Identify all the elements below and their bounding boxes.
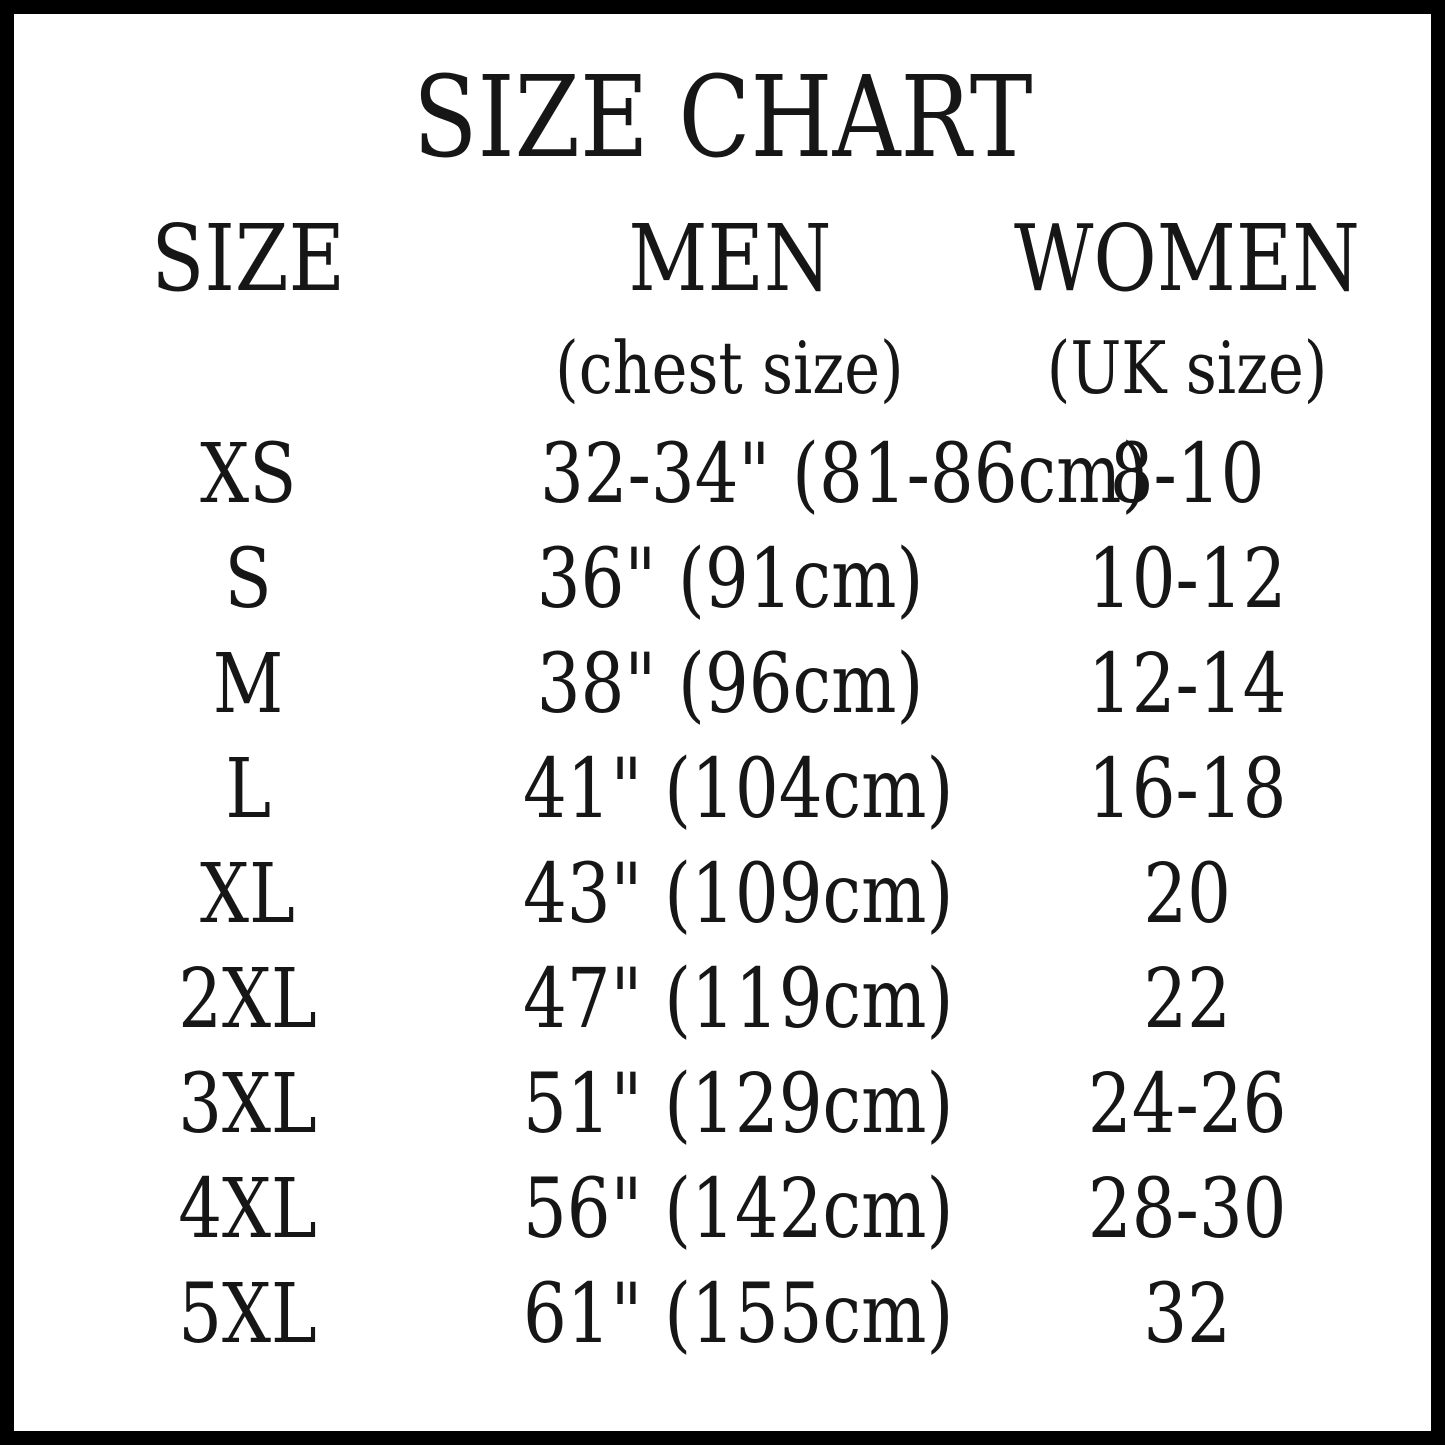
table-cell-text: 4XL — [178, 1162, 318, 1257]
page-title: SIZE CHART — [14, 14, 1431, 174]
table-row: 5XL 61" (155cm) 32 — [14, 1262, 1431, 1367]
table-cell: XL — [14, 842, 482, 947]
table-cell-text: XS — [199, 427, 296, 522]
table-cell-text: L — [224, 742, 271, 837]
table-row: 2XL 47" (119cm) 22 — [14, 947, 1431, 1052]
table-cell: XS — [14, 422, 482, 527]
table-cell: 32-34" (81-86cm) — [482, 422, 1148, 527]
table-cell: 2XL — [14, 947, 482, 1052]
table-cell: M — [14, 632, 482, 737]
table-cell-text: 2XL — [178, 952, 318, 1047]
table-row: XS 32-34" (81-86cm) 8-10 — [14, 422, 1431, 527]
table-cell: 5XL — [14, 1262, 482, 1367]
table-cell: 8-10 — [978, 422, 1431, 527]
column-header-women: WOMEN — [978, 204, 1431, 314]
table-cell: 24-26 — [978, 1052, 1431, 1157]
column-header-women-text: WOMEN — [1013, 205, 1360, 312]
table-cell-text: 12-14 — [1087, 637, 1287, 732]
table-cell-text: 51" (129cm) — [522, 1057, 953, 1152]
table-cell: 20 — [978, 842, 1431, 947]
table-cell: L — [14, 737, 482, 842]
table-row: 3XL 51" (129cm) 24-26 — [14, 1052, 1431, 1157]
table-cell-text: 24-26 — [1087, 1057, 1287, 1152]
table-row: XL 43" (109cm) 20 — [14, 842, 1431, 947]
column-subheader-men-text: (chest size) — [555, 326, 904, 410]
table-cell: 36" (91cm) — [482, 527, 978, 632]
table-cell: 61" (155cm) — [482, 1262, 978, 1367]
table-cell-text: XL — [200, 847, 296, 942]
table-cell: 4XL — [14, 1157, 482, 1262]
table-cell-text: 3XL — [178, 1057, 318, 1152]
table-cell-text: 61" (155cm) — [522, 1267, 953, 1362]
table-cell: 47" (119cm) — [482, 947, 978, 1052]
table-cell-text: 8-10 — [1109, 427, 1265, 522]
table-cell: S — [14, 527, 482, 632]
table-cell: 22 — [978, 947, 1431, 1052]
column-subheader-women-text: (UK size) — [1046, 326, 1328, 410]
page-title-text: SIZE CHART — [412, 53, 1033, 183]
table-cell-text: 38" (96cm) — [536, 637, 923, 732]
size-table: SIZE MEN WOMEN (chest size) (UK size) XS… — [14, 204, 1431, 1367]
size-table-body: XS 32-34" (81-86cm) 8-10 S 36" (91cm) 10-12 M 3… — [14, 422, 1431, 1367]
table-cell: 41" (104cm) — [482, 737, 978, 842]
table-row: M 38" (96cm) 12-14 — [14, 632, 1431, 737]
table-cell-text: 43" (109cm) — [522, 847, 953, 942]
table-cell: 28-30 — [978, 1157, 1431, 1262]
column-subheader-women: (UK size) — [978, 314, 1431, 422]
table-cell-text: 22 — [1142, 952, 1231, 1047]
table-cell-text: 5XL — [178, 1267, 318, 1362]
table-cell-text: 28-30 — [1087, 1162, 1287, 1257]
table-cell-text: 36" (91cm) — [536, 532, 923, 627]
table-cell: 12-14 — [978, 632, 1431, 737]
table-cell: 56" (142cm) — [482, 1157, 978, 1262]
table-header-row: SIZE MEN WOMEN — [14, 204, 1431, 314]
table-cell-text: M — [212, 637, 284, 732]
column-header-men-text: MEN — [627, 205, 832, 312]
column-subheader-size — [14, 314, 482, 422]
table-cell: 16-18 — [978, 737, 1431, 842]
table-cell-text: 20 — [1142, 847, 1231, 942]
table-cell-text: 41" (104cm) — [522, 742, 953, 837]
column-subheader-men: (chest size) — [482, 314, 978, 422]
table-row: S 36" (91cm) 10-12 — [14, 527, 1431, 632]
table-cell-text: 56" (142cm) — [522, 1162, 953, 1257]
table-cell-text: 32-34" (81-86cm) — [539, 427, 1148, 522]
column-header-size: SIZE — [14, 204, 482, 314]
table-cell: 32 — [978, 1262, 1431, 1367]
table-subheader-row: (chest size) (UK size) — [14, 314, 1431, 422]
table-row: 4XL 56" (142cm) 28-30 — [14, 1157, 1431, 1262]
table-cell-text: S — [224, 532, 272, 627]
table-cell: 3XL — [14, 1052, 482, 1157]
table-cell: 43" (109cm) — [482, 842, 978, 947]
column-header-size-text: SIZE — [151, 205, 345, 312]
table-cell: 38" (96cm) — [482, 632, 978, 737]
column-header-men: MEN — [482, 204, 978, 314]
table-cell-text: 32 — [1142, 1267, 1231, 1362]
table-cell: 10-12 — [978, 527, 1431, 632]
table-cell-text: 10-12 — [1087, 532, 1287, 627]
table-cell: 51" (129cm) — [482, 1052, 978, 1157]
table-cell-text: 47" (119cm) — [522, 952, 953, 1047]
table-row: L 41" (104cm) 16-18 — [14, 737, 1431, 842]
table-cell-text: 16-18 — [1087, 742, 1287, 837]
